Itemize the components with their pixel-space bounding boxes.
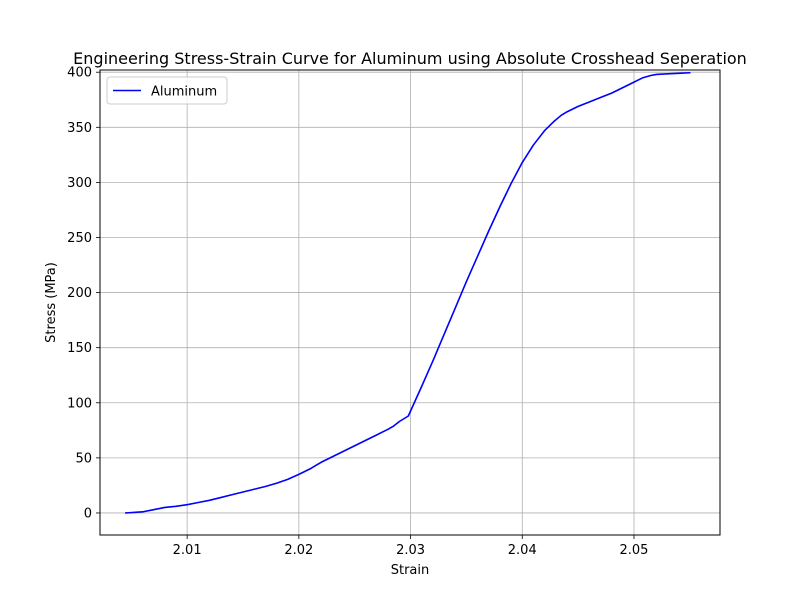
x-tick-label: 2.04: [508, 543, 537, 558]
legend-box: [106, 76, 228, 105]
grid-lines: [100, 70, 720, 535]
plot-frame: [99, 69, 721, 536]
legend-label-aluminum: Aluminum: [151, 85, 217, 100]
y-tick-label: 400: [67, 66, 92, 81]
series-line-aluminum: [124, 71, 691, 514]
legend: Aluminum: [106, 76, 228, 105]
x-tick-label: 2.02: [284, 543, 313, 558]
y-tick-label: 50: [75, 451, 92, 466]
x-tick-label: 2.01: [173, 543, 202, 558]
y-tick-label: 250: [67, 231, 92, 246]
x-tick-label: 2.03: [396, 543, 425, 558]
y-tick-label: 100: [67, 396, 92, 411]
axis-ticks: 2.01 2.02 2.03 2.04 2.05 0 50 100 150 200 250 300 35…: [67, 66, 648, 558]
x-tick-label: 2.05: [620, 543, 649, 558]
y-tick-label: 150: [67, 341, 92, 356]
series-layer: [124, 71, 691, 514]
y-tick-label: 300: [67, 176, 92, 191]
y-axis-label: Stress (MPa): [44, 262, 59, 343]
chart-title: Engineering Stress-Strain Curve for Alum…: [73, 49, 747, 68]
y-tick-label: 350: [67, 121, 92, 136]
y-tick-label: 200: [67, 286, 92, 301]
x-axis-label: Strain: [391, 563, 430, 578]
y-tick-label: 0: [84, 506, 92, 521]
